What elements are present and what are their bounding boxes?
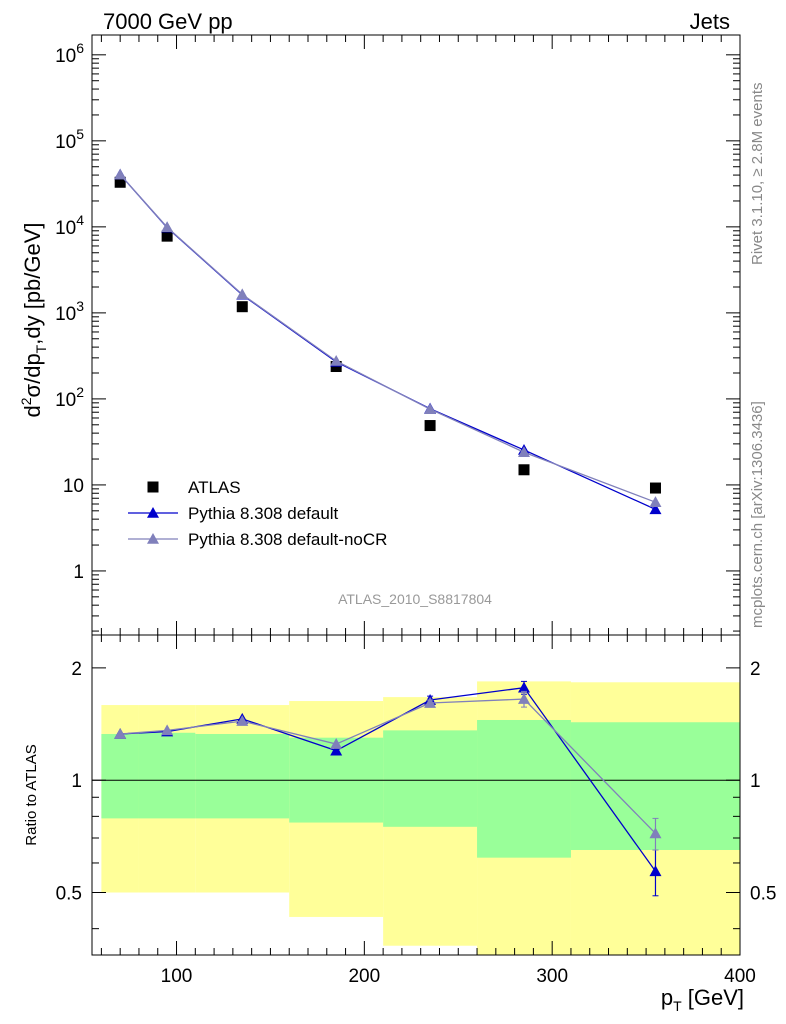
data-point (649, 496, 662, 507)
y-tick-label: 1 (73, 562, 84, 583)
data-point (518, 681, 530, 693)
data-point (424, 697, 437, 708)
legend-label: ATLAS (188, 478, 241, 497)
data-point (330, 354, 343, 366)
ratio-frame (91, 634, 741, 956)
legend: ATLAS Pythia 8.308 default Pythia 8.308 de… (128, 478, 387, 549)
data-point (236, 288, 249, 300)
data-point (330, 738, 343, 749)
data-point (649, 827, 662, 839)
data-point (518, 446, 530, 458)
main-y-axis-label: d2σ/dpT,dy [pb/GeV] (18, 222, 49, 417)
ratio-y-tick-label: 2 (71, 659, 82, 680)
band-inner-bin (383, 730, 478, 827)
ratio-panel: 100 200 300 400 0.5 0.5 1 1 2 2 (56, 635, 776, 987)
legend-label: Pythia 8.308 default-noCR (188, 530, 387, 549)
main-panel: 1 10 102 103 104 105 106 (55, 35, 741, 635)
main-series-pythia-default (114, 168, 662, 515)
legend-marker-atlas (147, 481, 159, 493)
data-point (161, 724, 174, 736)
data-point (649, 482, 661, 494)
data-point (330, 744, 343, 756)
ratio-series-pythia-nocr (114, 690, 662, 851)
header-left: 7000 GeV pp (103, 9, 233, 34)
data-point (161, 230, 173, 242)
ratio-y-tick-label-right: 2 (750, 659, 761, 680)
main-series-pythia-nocr (114, 168, 662, 507)
ratio-y-tick-label-right: 0.5 (750, 884, 776, 905)
data-point (161, 221, 174, 233)
legend-marker (147, 533, 159, 544)
main-series-atlas (114, 176, 661, 494)
analysis-id: ATLAS_2010_S8817804 (338, 591, 492, 607)
header-right: Jets (690, 9, 730, 34)
series-line (119, 174, 656, 510)
legend-marker (147, 507, 159, 518)
data-point (236, 715, 249, 726)
data-point (649, 503, 662, 515)
band-inner-bin (477, 719, 571, 858)
data-point (114, 168, 127, 180)
data-point (518, 693, 530, 704)
series-line (119, 174, 656, 503)
ratio-y-tick-label: 0.5 (56, 884, 82, 905)
ratio-y-tick-label: 1 (71, 771, 82, 792)
legend-label: Pythia 8.308 default (188, 504, 339, 523)
data-point (424, 403, 437, 414)
y-tick-label: 104 (55, 212, 84, 239)
y-tick-label: 105 (55, 126, 84, 153)
data-point (236, 301, 248, 313)
ratio-y-axis-label: Ratio to ATLAS (23, 744, 40, 845)
x-tick-label: 200 (348, 966, 380, 987)
ratio-y-tick-label-right: 1 (750, 771, 761, 792)
band-inner-bin (101, 733, 139, 819)
y-tick-label: 103 (55, 298, 84, 325)
data-point (114, 727, 127, 739)
y-tick-label: 106 (55, 40, 84, 67)
data-point (649, 865, 662, 877)
x-tick-label: 100 (161, 966, 193, 987)
y-tick-label: 102 (55, 384, 84, 411)
x-tick-label: 300 (536, 966, 568, 987)
band-inner-bin (138, 732, 196, 819)
y-tick-label: 10 (63, 476, 84, 497)
band-inner-bin (195, 733, 290, 819)
data-point (114, 176, 126, 188)
data-point (518, 464, 530, 476)
data-point (424, 420, 436, 432)
x-axis-label: pT [GeV] (661, 985, 744, 1014)
x-tick-label: 400 (724, 966, 756, 987)
side-text-version: Rivet 3.1.10, ≥ 2.8M events (749, 83, 766, 266)
side-text-source: mcplots.cern.ch [arXiv:1306.3436] (749, 401, 766, 628)
